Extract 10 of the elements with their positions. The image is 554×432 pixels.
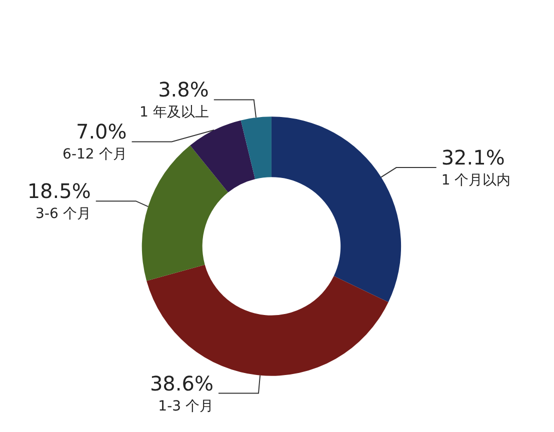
data-label: 3.8% [158, 78, 209, 102]
data-label: 32.1% [441, 146, 505, 170]
slice-label: 1 个月以内 [441, 172, 511, 189]
data-label: 18.5% [27, 179, 91, 204]
slice-label: 6-12 个月 [62, 146, 127, 163]
slice-label: 1-3 个月 [158, 398, 214, 414]
slice-label: 3-6 个月 [36, 206, 91, 222]
slice-label: 1 年及以上 [140, 104, 209, 121]
data-label: 7.0% [76, 120, 127, 144]
data-label: 38.6% [150, 371, 214, 396]
